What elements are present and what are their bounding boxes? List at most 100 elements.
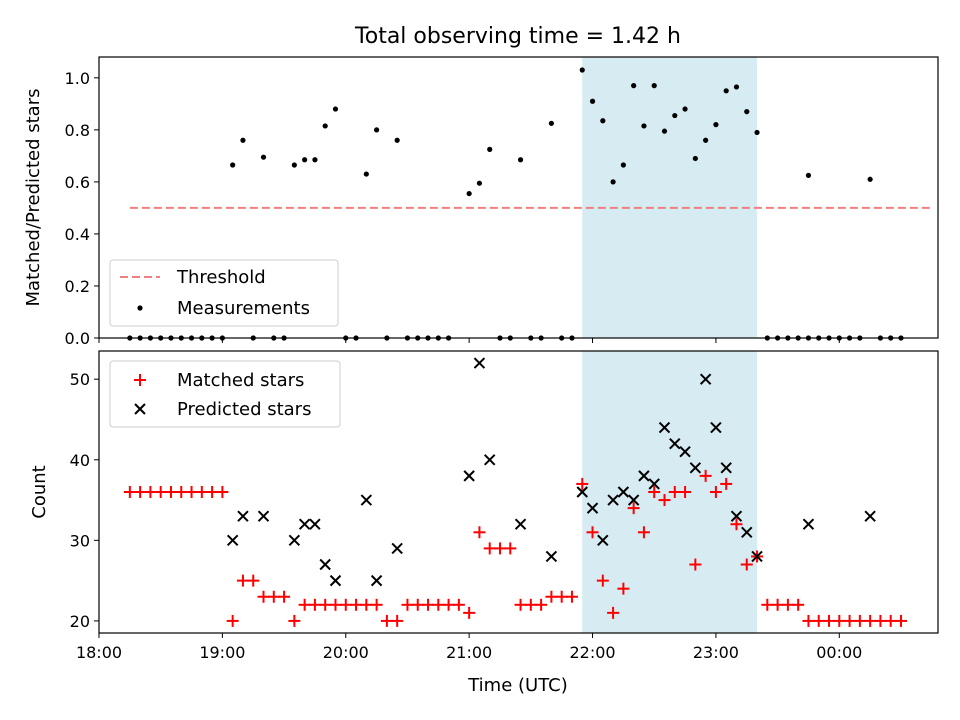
cross-b bbox=[730, 510, 743, 522]
cross-b bbox=[720, 462, 732, 474]
cross-b bbox=[463, 470, 475, 482]
matched-star-point bbox=[452, 598, 465, 611]
cross-b bbox=[514, 518, 527, 530]
measurement-point bbox=[240, 137, 246, 143]
predicted-star-point bbox=[607, 494, 619, 506]
ratio-panel: 0.0 0.2 0.4 0.6 0.8 1.0 Matched/Predicted sta… bbox=[23, 56, 939, 348]
matched-star-point bbox=[257, 590, 270, 603]
figure-title: Total observing time = 1.42 h bbox=[354, 24, 681, 49]
legend-box bbox=[109, 259, 339, 327]
matched-star-point bbox=[689, 558, 702, 571]
y-tick-label: 30 bbox=[70, 531, 90, 550]
y-tick-label: 0.8 bbox=[65, 121, 90, 140]
measurement-point bbox=[631, 83, 637, 89]
legend-threshold-label: Threshold bbox=[176, 267, 266, 288]
matched-star-point bbox=[884, 614, 897, 627]
matched-star-point bbox=[350, 598, 363, 611]
matched-star-point bbox=[864, 614, 877, 627]
matched-star-point bbox=[627, 502, 640, 515]
cross-b bbox=[370, 574, 383, 587]
cross-b bbox=[627, 494, 640, 506]
matched-star-point bbox=[206, 486, 219, 498]
observing-window-span bbox=[582, 57, 758, 338]
measurement-point bbox=[332, 106, 339, 112]
measurement-point bbox=[867, 176, 873, 182]
predicted-star-point bbox=[720, 462, 732, 474]
predicted-star-point bbox=[309, 518, 321, 530]
predicted-star-point bbox=[484, 454, 496, 466]
matched-star-point bbox=[226, 614, 239, 627]
legend-predicted-label: Predicted stars bbox=[177, 399, 311, 420]
measurement-point bbox=[754, 129, 760, 136]
matched-star-point bbox=[195, 486, 208, 498]
matched-star-point bbox=[679, 486, 692, 498]
matched-star-point bbox=[802, 614, 815, 627]
predicted-star-point bbox=[370, 574, 383, 587]
measurement-point bbox=[579, 67, 585, 73]
matched-star-point bbox=[493, 542, 506, 555]
cross-b bbox=[741, 526, 753, 538]
matched-star-point bbox=[781, 598, 794, 611]
matched-star-point bbox=[874, 614, 887, 627]
measurement-point bbox=[692, 155, 698, 162]
matched-star-point bbox=[432, 598, 445, 611]
cross-b bbox=[607, 494, 619, 506]
cross-b bbox=[617, 486, 630, 498]
matched-star-point bbox=[278, 590, 291, 603]
cross-b bbox=[484, 454, 496, 466]
predicted-star-point bbox=[751, 550, 763, 563]
cross-b bbox=[298, 518, 311, 530]
matched-star-point bbox=[843, 614, 856, 627]
matched-star-point bbox=[720, 477, 733, 490]
matched-star-point bbox=[586, 526, 599, 539]
measurement-point bbox=[322, 123, 328, 129]
legend-box bbox=[109, 360, 341, 428]
cross-b bbox=[638, 470, 650, 482]
cross-b bbox=[597, 534, 609, 547]
measurement-point bbox=[589, 98, 596, 104]
matched-star-point bbox=[442, 598, 455, 611]
matched-star-point bbox=[422, 598, 435, 611]
cross-b bbox=[576, 486, 588, 498]
ratio-legend: Threshold Measurements bbox=[109, 259, 339, 327]
matched-star-point bbox=[648, 486, 661, 498]
matched-star-point bbox=[853, 614, 866, 627]
measurement-point bbox=[620, 162, 626, 168]
count-marks bbox=[123, 357, 907, 627]
measurement-point bbox=[723, 88, 729, 94]
cross-b bbox=[648, 478, 660, 490]
predicted-star-point bbox=[679, 446, 691, 458]
x-tick-label: 21:00 bbox=[446, 643, 492, 662]
cross-b bbox=[545, 550, 558, 563]
measurement-point bbox=[651, 83, 657, 89]
matched-star-point bbox=[134, 486, 147, 498]
predicted-star-point bbox=[319, 558, 331, 571]
matched-star-point bbox=[699, 469, 712, 482]
cross-b bbox=[329, 574, 342, 587]
matched-star-point bbox=[339, 598, 352, 611]
predicted-star-point bbox=[699, 373, 712, 385]
measurement-point bbox=[744, 109, 750, 115]
measurement-point bbox=[312, 157, 318, 163]
y-tick-label: 0.4 bbox=[65, 225, 90, 244]
matched-star-point bbox=[329, 598, 342, 611]
predicted-star-point bbox=[638, 470, 650, 482]
cross-b bbox=[679, 446, 691, 458]
matched-star-point bbox=[709, 486, 722, 498]
predicted-star-point bbox=[298, 518, 311, 530]
matched-star-point bbox=[267, 590, 280, 603]
matched-star-point bbox=[740, 558, 753, 571]
matched-star-point bbox=[319, 598, 332, 611]
measurement-point bbox=[600, 118, 606, 124]
measurement-point bbox=[672, 112, 678, 119]
measurement-point bbox=[291, 162, 297, 168]
cross-b bbox=[689, 462, 702, 474]
ratio-y-axis-label: Matched/Predicted stars bbox=[23, 89, 44, 307]
matched-star-point bbox=[236, 574, 249, 587]
x-axis-ticks: 18:00 19:00 20:00 21:00 22:00 23:00 00:00 bbox=[76, 633, 862, 662]
matched-star-point bbox=[555, 590, 568, 603]
predicted-star-point bbox=[648, 478, 660, 490]
y-tick-label: 50 bbox=[70, 370, 90, 389]
cross-b bbox=[237, 510, 249, 522]
cross-b bbox=[391, 542, 403, 555]
